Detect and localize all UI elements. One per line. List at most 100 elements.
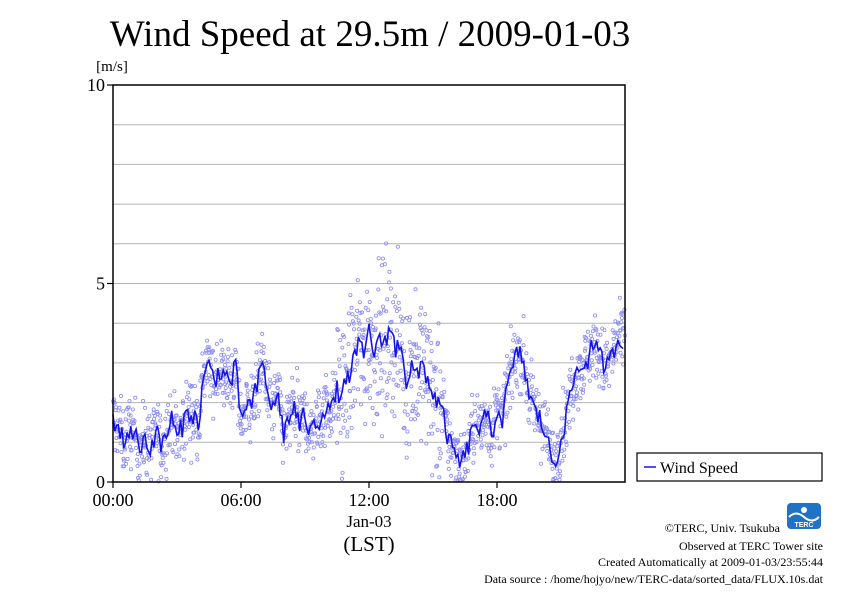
data-point [462,431,467,436]
data-point [419,438,424,443]
data-point [574,384,579,389]
data-point [280,407,285,412]
data-point [172,389,177,394]
data-point [573,386,578,391]
data-point [311,412,316,417]
data-point [223,386,228,391]
data-point [519,392,524,397]
data-point [132,419,137,424]
data-point [576,376,581,381]
data-point [219,352,224,357]
data-point [470,432,475,437]
data-point [425,389,430,394]
data-point [197,435,202,440]
data-point [532,394,537,399]
data-point [399,341,404,346]
data-point [287,443,292,448]
data-point [466,456,471,461]
data-point [536,391,541,396]
data-point [467,421,472,426]
data-point [510,369,515,374]
data-point [225,396,230,401]
data-point [313,399,318,404]
data-point [445,417,450,422]
data-point [411,374,416,379]
data-point [143,428,148,433]
data-point [135,457,140,462]
data-point [582,348,587,353]
data-point [468,413,473,418]
data-point [354,362,359,367]
data-point [244,382,249,387]
data-point [117,405,122,410]
data-point [430,473,435,478]
data-point [534,387,539,392]
data-point [489,463,494,468]
data-point [347,415,352,420]
data-point [614,357,619,362]
data-point [178,415,183,420]
data-point [544,412,549,417]
data-point [479,445,484,450]
data-point [540,446,545,451]
data-point [373,313,378,318]
data-point [414,345,419,350]
data-point [418,385,423,390]
data-point [552,442,557,447]
data-point [355,278,360,283]
data-point [117,419,122,424]
data-point [420,331,425,336]
data-point [184,379,189,384]
data-point [366,308,371,313]
data-point [397,306,402,311]
data-point [141,458,146,463]
data-point [590,329,595,334]
data-point [349,425,354,430]
data-point [481,406,486,411]
data-point [413,355,418,360]
data-point [213,391,218,396]
data-point [227,365,232,370]
data-point [341,413,346,418]
data-point [330,370,335,375]
data-point [551,430,556,435]
credit-created: Created Automatically at 2009-01-03/23:5… [598,555,823,569]
data-point [383,241,388,246]
data-point [223,363,228,368]
data-point [190,435,195,440]
data-point [298,401,303,406]
data-point [371,422,376,427]
data-point [495,397,500,402]
data-point [382,343,387,348]
data-point [504,354,509,359]
data-point [494,392,499,397]
data-point [140,398,145,403]
data-point [197,433,202,438]
data-point [153,422,158,427]
data-point [307,435,312,440]
y-axis-ticks: 0 5 10 [87,75,113,492]
data-point [324,372,329,377]
data-point [272,422,277,427]
data-point [205,379,210,384]
data-point [374,355,379,360]
data-point [174,413,179,418]
data-point [373,326,378,331]
data-point [188,384,193,389]
data-point [605,340,610,345]
data-point [183,441,188,446]
data-point [545,448,550,453]
data-point [385,392,390,397]
data-point [448,473,453,478]
data-point [365,389,370,394]
data-point [478,437,483,442]
data-point [260,331,265,336]
data-point [325,423,330,428]
data-point [558,430,563,435]
data-point [416,392,421,397]
y-tick-label: 5 [96,274,105,294]
data-point [246,417,251,422]
data-point [380,256,385,261]
data-point [618,328,623,333]
data-point [511,338,516,343]
